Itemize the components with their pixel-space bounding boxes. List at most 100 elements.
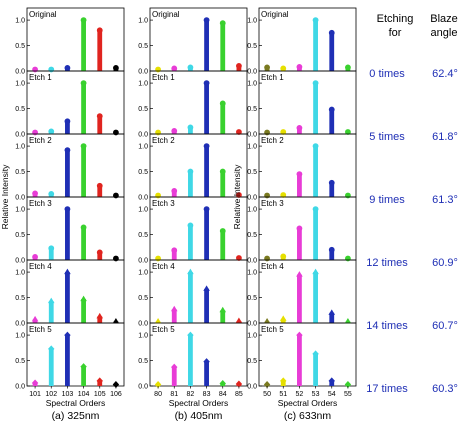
chart-caption: (b) 405nm [175, 410, 223, 422]
marker-103 [64, 147, 71, 154]
y-tick-label: 0.5 [138, 106, 148, 113]
etching-count-3: 12 times [366, 257, 408, 269]
marker-101 [32, 190, 38, 197]
etching-header-line2: for [389, 27, 402, 39]
y-tick-label: 0.5 [138, 295, 148, 302]
x-tick-label: 54 [328, 391, 336, 398]
bar-53 [313, 146, 318, 197]
bar-83 [204, 146, 209, 197]
bar-52 [297, 174, 302, 197]
marker-51 [280, 377, 287, 385]
bar-84 [220, 310, 226, 323]
y-tick-label: 0.0 [138, 132, 148, 139]
y-tick-label: 1.0 [15, 81, 25, 88]
y-tick-label: 0.0 [138, 321, 148, 328]
marker-50 [263, 380, 271, 388]
y-tick-label: 0.0 [247, 384, 257, 391]
bar-84 [220, 171, 226, 197]
marker-81 [171, 128, 178, 134]
marker-84 [219, 20, 226, 27]
marker-101 [32, 129, 38, 136]
y-tick-label: 0.5 [15, 106, 25, 113]
panel-label: Etch 4 [29, 262, 52, 271]
y-tick-label: 1.0 [15, 270, 25, 277]
x-tick-label: 85 [235, 391, 243, 398]
marker-50 [264, 192, 270, 199]
bar-83 [204, 20, 209, 71]
bar-84 [220, 103, 226, 134]
marker-81 [171, 247, 178, 254]
bar-83 [204, 209, 209, 260]
x-tick-label: 51 [279, 391, 287, 398]
y-tick-label: 0.0 [247, 258, 257, 265]
chart--c-633nm: Original 0.0 0.5 1.0 Etch 1 0.0 0.5 1.0 Etch 2 0.… [232, 7, 357, 422]
y-tick-label: 0.0 [138, 195, 148, 202]
bar-83 [204, 361, 209, 386]
bar-81 [171, 250, 177, 260]
marker-101 [31, 315, 39, 322]
marker-53 [312, 17, 319, 23]
etching-header-line1: Etching [377, 13, 414, 25]
y-tick-label: 0.0 [15, 195, 25, 202]
y-tick-label: 0.5 [15, 232, 25, 239]
marker-84 [219, 228, 226, 234]
chart--a-325nm: Original 0.0 0.5 1.0 Etch 1 0.0 0.5 1.0 Etch 2 0.… [0, 7, 125, 422]
marker-55 [345, 64, 351, 71]
marker-53 [312, 206, 319, 212]
marker-85 [235, 317, 243, 323]
marker-82 [187, 64, 194, 71]
marker-52 [296, 225, 303, 232]
bar-103 [65, 209, 70, 260]
marker-85 [236, 255, 242, 261]
y-tick-label: 1.0 [247, 81, 257, 88]
x-axis-label: Spectral Orders [169, 398, 229, 408]
x-tick-label: 55 [344, 391, 352, 398]
y-tick-label: 0.5 [247, 295, 257, 302]
y-tick-label: 1.0 [247, 333, 257, 340]
bar-103 [65, 335, 70, 386]
marker-83 [203, 17, 210, 23]
blaze-header-line1: Blaze [430, 13, 458, 25]
bar-104 [81, 299, 86, 323]
bar-54 [329, 312, 335, 323]
x-tick-label: 84 [219, 391, 227, 398]
marker-83 [203, 80, 210, 86]
marker-82 [187, 331, 194, 339]
marker-82 [187, 124, 194, 131]
marker-84 [219, 379, 226, 387]
y-tick-label: 0.5 [247, 106, 257, 113]
marker-55 [344, 317, 352, 324]
etching-count-1: 5 times [369, 131, 405, 143]
bar-54 [329, 109, 335, 134]
bar-102 [48, 348, 54, 386]
x-tick-label: 101 [29, 391, 41, 398]
marker-102 [48, 245, 55, 252]
x-tick-label: 105 [94, 391, 106, 398]
panel-label: Etch 4 [261, 262, 284, 271]
y-tick-label: 0.5 [15, 295, 25, 302]
x-axis-label: Spectral Orders [46, 398, 106, 408]
y-tick-label: 0.0 [247, 195, 257, 202]
panel-label: Original [29, 10, 57, 19]
marker-80 [155, 255, 161, 262]
marker-50 [264, 129, 270, 136]
y-tick-label: 1.0 [247, 144, 257, 151]
marker-85 [235, 380, 243, 388]
bar-54 [329, 182, 335, 197]
bar-52 [297, 335, 302, 386]
y-tick-label: 1.0 [138, 18, 148, 25]
bar-53 [313, 353, 318, 386]
marker-102 [48, 66, 55, 73]
marker-105 [96, 377, 103, 385]
panel-label: Etch 5 [152, 325, 175, 334]
marker-83 [203, 285, 210, 291]
marker-80 [154, 317, 162, 324]
panel-label: Etch 2 [29, 136, 52, 145]
y-axis-label: Relative Intensity [232, 164, 242, 229]
x-tick-label: 81 [170, 391, 178, 398]
marker-52 [296, 331, 303, 339]
marker-102 [48, 128, 55, 135]
marker-83 [203, 143, 210, 149]
bar-83 [204, 83, 209, 134]
marker-54 [328, 246, 335, 253]
